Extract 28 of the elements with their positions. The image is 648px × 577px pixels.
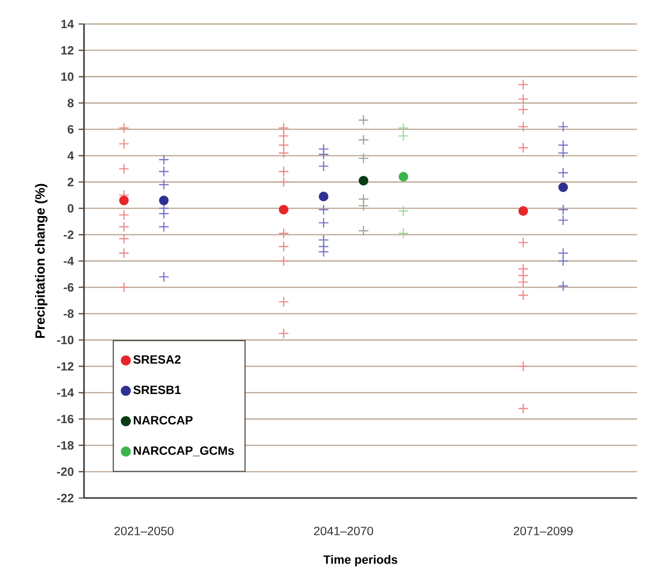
y-tick-label: 10 (61, 72, 74, 81)
y-tick-label: -18 (57, 441, 74, 450)
y-tick-label: -4 (64, 256, 74, 266)
x-tick-label: 2021–2050 (114, 526, 174, 536)
y-tick-label: -2 (64, 230, 74, 239)
y-tick-label: -6 (64, 283, 74, 292)
y-tick-label: -12 (57, 362, 74, 371)
legend-label: SRESB1 (133, 386, 181, 394)
y-tick-label: 8 (68, 98, 74, 108)
y-tick-label: 6 (68, 125, 74, 134)
x-axis-title: Time periods (323, 555, 398, 566)
y-tick-label: -16 (57, 414, 74, 424)
legend-label: NARCCAP_GCMs (134, 446, 234, 456)
y-tick-label: 2 (68, 178, 74, 186)
y-tick-label: 12 (61, 46, 74, 55)
y-tick-label: 4 (67, 152, 74, 160)
x-tick-label: 2071–2099 (514, 526, 573, 536)
y-tick-label: -8 (64, 309, 74, 318)
x-tick-label: 2041–2070 (314, 526, 374, 536)
y-tick-label: -10 (57, 336, 74, 344)
legend-label: SRESA2 (133, 355, 181, 364)
y-tick-label: -22 (57, 494, 74, 502)
y-tick-label: -20 (57, 467, 74, 476)
y-axis-title: Precipitation change (%) (34, 184, 48, 338)
y-tick-label: 14 (61, 20, 74, 28)
y-tick-label: 0 (68, 204, 74, 213)
y-tick-label: -14 (57, 388, 74, 397)
legend-label: NARCCAP (134, 416, 193, 424)
